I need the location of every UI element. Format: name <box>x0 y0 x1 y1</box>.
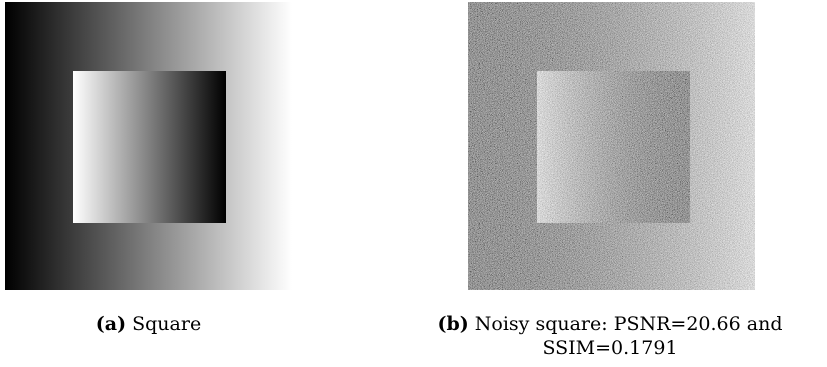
caption-tag: (b) <box>437 313 469 335</box>
inner-square <box>73 71 226 223</box>
square-image <box>5 2 292 290</box>
caption-tag: (a) <box>95 313 127 335</box>
caption-text: Noisy square: PSNR=20.66 and <box>474 313 783 335</box>
caption-b: (b) Noisy square: PSNR=20.66 and SSIM=0.… <box>410 312 810 360</box>
caption-text: Square <box>132 313 202 335</box>
caption-line-1: (b) Noisy square: PSNR=20.66 and <box>410 312 810 336</box>
caption-line-2: SSIM=0.1791 <box>542 337 678 359</box>
inner-square <box>537 71 690 223</box>
caption-a: (a) Square <box>5 312 292 336</box>
noisy-square-image <box>468 2 755 290</box>
